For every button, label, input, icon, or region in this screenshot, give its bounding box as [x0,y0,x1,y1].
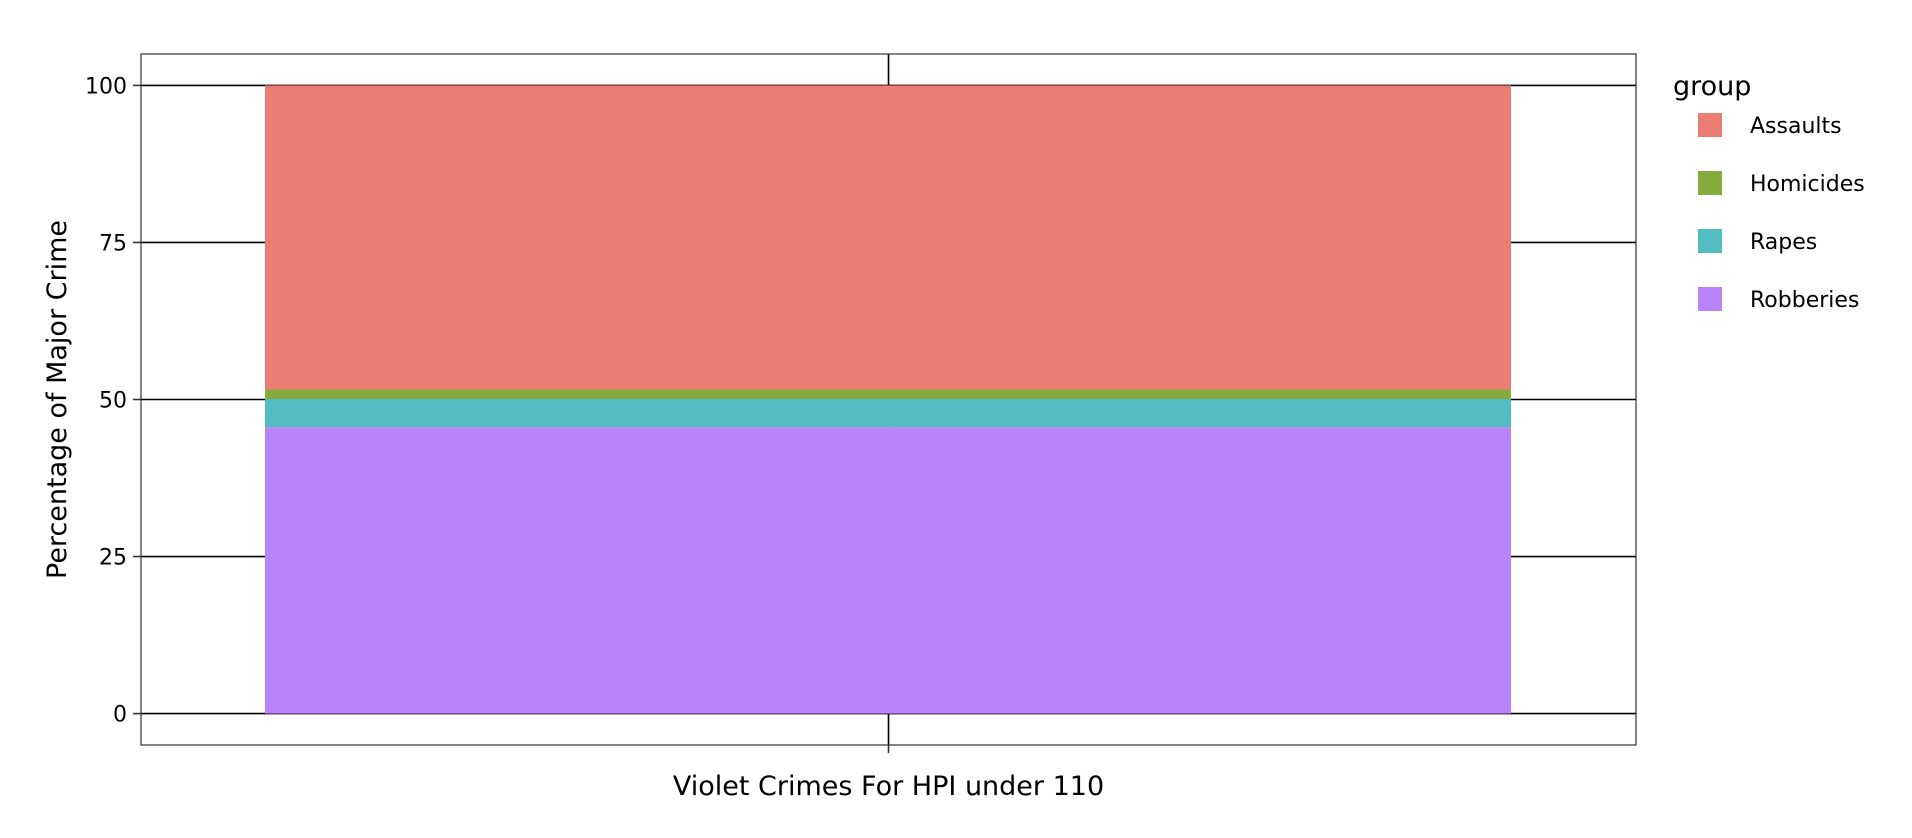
y-axis-title: Percentage of Major Crime [42,220,73,579]
legend-item-rapes: Rapes [1698,229,1817,255]
y-tick-label-3: 75 [99,231,127,256]
legend-swatch [1698,229,1722,253]
bar-segment-robberies [265,427,1511,714]
legend-item-robberies: Robberies [1698,287,1859,313]
bar-segment-homicides [265,389,1511,399]
y-tick-label-1: 25 [99,546,127,571]
legend-item-homicides: Homicides [1698,171,1865,197]
bars-layer [265,85,1511,714]
legend-label: Rapes [1750,230,1817,255]
y-tick-label-4: 100 [85,74,127,99]
legend-swatch [1698,287,1722,311]
legend: Assaults Homicides Rapes Robberies [1698,113,1865,313]
legend-label: Homicides [1750,172,1865,197]
legend-label: Robberies [1750,288,1859,313]
legend-swatch [1698,113,1722,137]
legend-title: group [1673,71,1751,102]
y-tick-label-0: 0 [113,703,127,728]
legend-swatch [1698,171,1722,195]
bar-segment-assaults [265,85,1511,390]
x-axis-title: Violet Crimes For HPI under 110 [673,771,1104,802]
legend-label: Assaults [1750,114,1842,139]
axis-layer: 0 25 50 75 100 [85,74,890,753]
legend-item-assaults: Assaults [1698,113,1842,139]
bar-segment-rapes [265,398,1511,428]
y-tick-label-2: 50 [99,389,127,414]
